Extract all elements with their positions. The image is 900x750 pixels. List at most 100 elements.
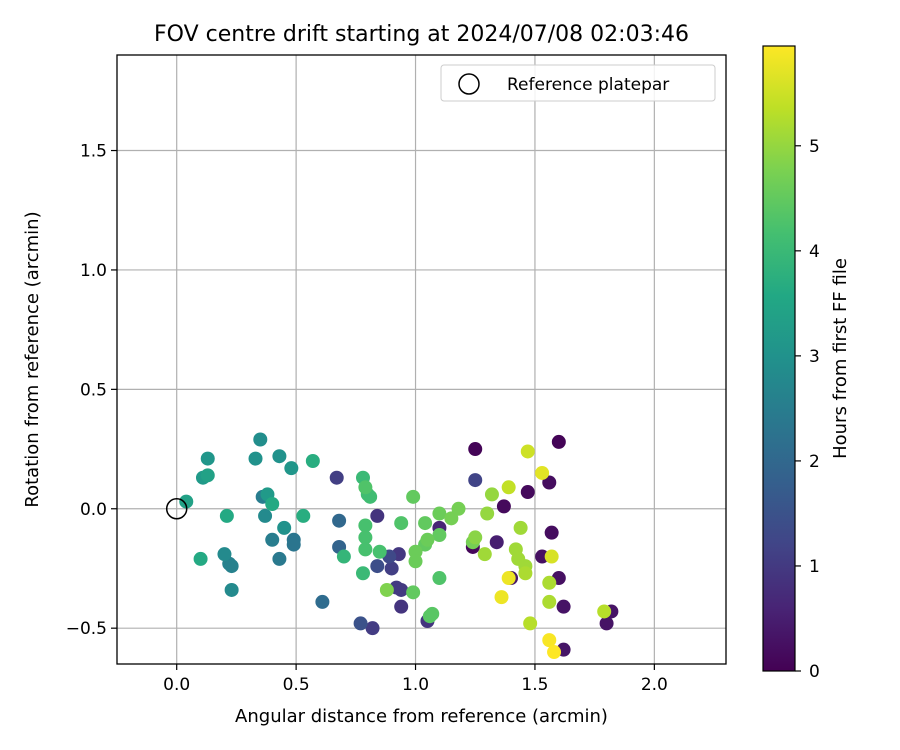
data-point xyxy=(253,432,268,447)
data-point xyxy=(353,616,368,631)
data-point xyxy=(370,559,385,574)
legend-reference-marker xyxy=(458,73,480,95)
data-point xyxy=(444,511,459,526)
data-point xyxy=(370,508,385,523)
y-tick-label: 1.5 xyxy=(80,142,107,162)
colorbar: 0 1 2 3 4 5 Hours from first FF file xyxy=(762,45,851,682)
data-point xyxy=(408,554,423,569)
data-point xyxy=(477,547,492,562)
data-point xyxy=(520,444,535,459)
data-point xyxy=(358,480,373,495)
data-point xyxy=(219,508,234,523)
x-tick-label: 0.0 xyxy=(163,675,190,695)
data-point xyxy=(542,575,557,590)
data-point xyxy=(224,559,239,574)
data-point xyxy=(193,551,208,566)
data-point xyxy=(523,616,538,631)
data-point xyxy=(372,544,387,559)
data-point xyxy=(394,599,409,614)
data-point xyxy=(365,621,380,636)
colorbar-tick-label: 2 xyxy=(809,452,820,472)
data-point xyxy=(496,499,511,514)
data-point xyxy=(286,537,301,552)
data-point xyxy=(501,480,516,495)
data-point xyxy=(556,599,571,614)
data-point xyxy=(358,542,373,557)
colorbar-tick-label: 3 xyxy=(809,347,820,367)
data-point xyxy=(520,485,535,500)
colorbar-tick-label: 1 xyxy=(809,557,820,577)
data-point xyxy=(544,525,559,540)
data-point xyxy=(542,594,557,609)
grid xyxy=(117,55,726,664)
data-points xyxy=(179,432,619,660)
data-point xyxy=(315,594,330,609)
data-point xyxy=(224,582,239,597)
data-point xyxy=(277,520,292,535)
data-point xyxy=(305,454,320,468)
data-point xyxy=(542,633,557,648)
data-point xyxy=(418,516,433,531)
data-point xyxy=(258,508,273,523)
data-point xyxy=(544,549,559,564)
x-tick-label: 1.0 xyxy=(402,675,429,695)
data-point xyxy=(501,571,516,586)
data-point xyxy=(535,465,550,480)
data-point xyxy=(432,506,447,521)
data-point xyxy=(432,528,447,543)
data-point xyxy=(518,566,533,581)
data-point xyxy=(406,489,421,504)
data-point xyxy=(542,475,557,490)
data-point xyxy=(468,530,483,545)
y-tick-label: 1.0 xyxy=(80,261,107,281)
y-axis-ticks: −0.5 0.0 0.5 1.0 1.5 xyxy=(66,142,117,639)
data-point xyxy=(265,532,280,547)
data-point xyxy=(484,487,499,502)
y-tick-label: 0.0 xyxy=(80,500,107,520)
x-tick-label: 1.5 xyxy=(521,675,548,695)
colorbar-ticks: 0 1 2 3 4 5 xyxy=(795,137,820,682)
colorbar-label: Hours from first FF file xyxy=(830,258,851,459)
data-point xyxy=(420,532,435,547)
x-tick-label: 2.0 xyxy=(641,675,668,695)
data-point xyxy=(355,566,370,581)
data-point xyxy=(406,585,421,600)
data-point xyxy=(489,535,504,550)
data-point xyxy=(179,494,194,509)
y-axis-label: Rotation from reference (arcmin) xyxy=(22,211,43,507)
x-axis-label: Angular distance from reference (arcmin) xyxy=(235,706,608,727)
data-point xyxy=(597,604,612,619)
data-point xyxy=(217,547,232,562)
data-point xyxy=(358,518,373,533)
data-point xyxy=(394,582,409,597)
data-point xyxy=(513,520,528,535)
data-point xyxy=(551,434,566,449)
reference-marker-layer xyxy=(165,498,188,520)
data-point xyxy=(432,571,447,586)
data-point xyxy=(336,549,351,564)
colorbar-gradient xyxy=(762,45,796,672)
data-point xyxy=(200,451,215,466)
data-point xyxy=(329,470,344,485)
data-point xyxy=(451,501,466,516)
y-tick-label: −0.5 xyxy=(66,619,107,639)
plot-frame xyxy=(116,54,727,665)
colorbar-tick-label: 5 xyxy=(809,137,820,157)
x-tick-label: 0.5 xyxy=(283,675,310,695)
x-axis-ticks: 0.0 0.5 1.0 1.5 2.0 xyxy=(163,664,668,695)
data-point xyxy=(265,496,280,511)
colorbar-tick-label: 0 xyxy=(809,662,820,682)
data-point xyxy=(272,551,287,566)
legend-label: Reference platepar xyxy=(507,75,669,95)
data-point xyxy=(248,451,263,466)
data-point xyxy=(272,449,287,464)
reference-platepar-marker xyxy=(165,498,188,520)
legend: Reference platepar xyxy=(440,64,716,102)
data-point xyxy=(425,606,440,621)
colorbar-tick-label: 4 xyxy=(809,242,820,262)
data-point xyxy=(296,508,311,523)
data-point xyxy=(394,516,409,531)
data-point xyxy=(468,442,483,457)
